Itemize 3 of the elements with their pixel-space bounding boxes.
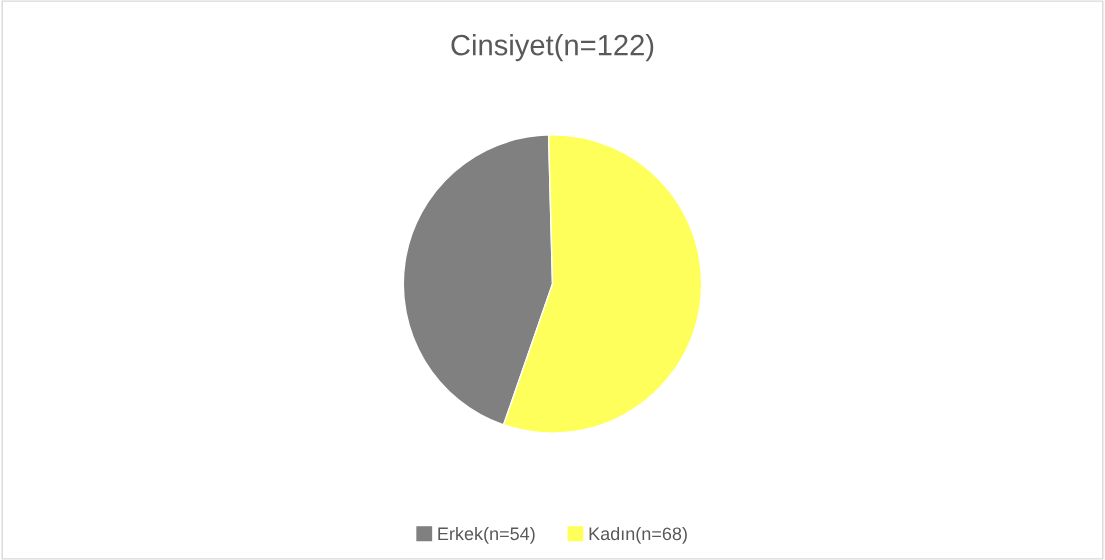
chart-title: Cinsiyet(n=122) — [451, 34, 654, 62]
legend-label: Erkek(n=54) — [438, 526, 535, 544]
legend-label: Kadın(n=68) — [589, 526, 687, 544]
